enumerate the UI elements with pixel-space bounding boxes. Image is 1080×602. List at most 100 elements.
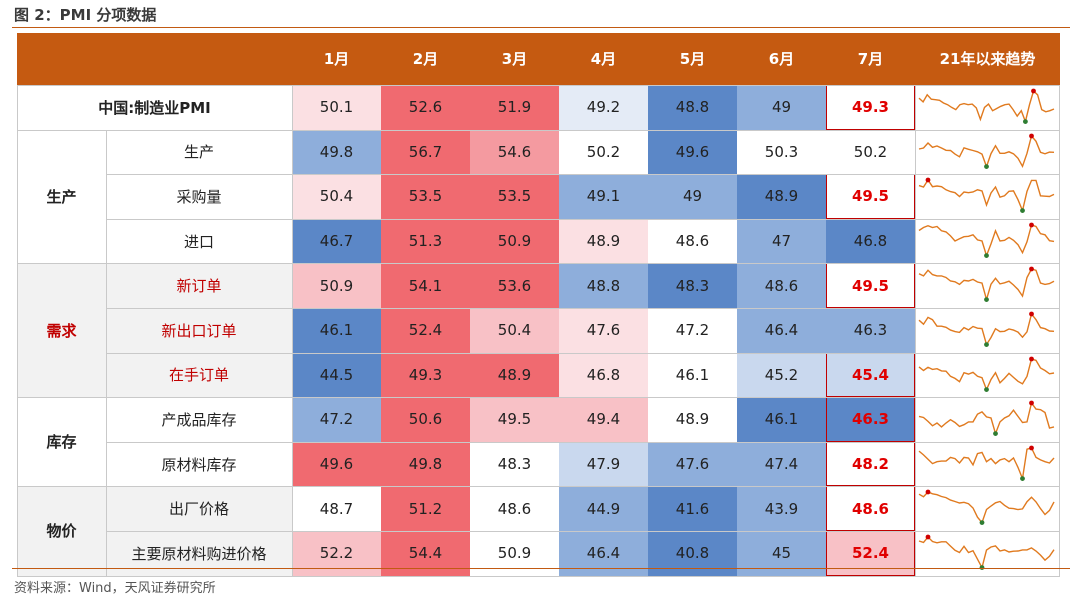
row-divider xyxy=(106,308,1060,309)
value-cell: 49.6 xyxy=(292,441,381,487)
sparkline-max-marker xyxy=(1029,400,1034,406)
value-cell: 48.9 xyxy=(559,218,648,264)
value-cell: 49.5 xyxy=(826,263,915,308)
row-label: 采购量 xyxy=(106,174,292,219)
sparkline-max-marker xyxy=(925,489,931,495)
row-label: 产成品库存 xyxy=(106,397,292,442)
sparkline-line xyxy=(918,89,1055,124)
row-divider xyxy=(106,352,1060,354)
value-cell: 46.8 xyxy=(826,218,915,264)
value-cell: 47.6 xyxy=(648,441,737,487)
sparkline-line xyxy=(918,268,1055,303)
sparkline-max-marker xyxy=(925,177,931,183)
value-cell: 46.7 xyxy=(292,218,381,264)
column-header: 21年以来趋势 xyxy=(939,50,1036,68)
value-cell: 52.4 xyxy=(381,308,470,353)
value-cell: 53.5 xyxy=(470,174,559,219)
sparkline-line xyxy=(918,357,1055,392)
value-cell: 49.8 xyxy=(381,441,470,487)
sparkline-max-marker xyxy=(1031,88,1036,94)
value-cell: 47.2 xyxy=(292,397,381,442)
value-cell: 46.3 xyxy=(826,397,915,442)
sparkline-line xyxy=(918,535,1055,570)
value-cell: 49.4 xyxy=(559,397,648,442)
value-cell: 46.4 xyxy=(737,308,826,353)
value-cell: 43.9 xyxy=(737,486,826,531)
column-divider xyxy=(106,129,107,576)
column-divider xyxy=(1059,85,1060,576)
value-cell: 53.6 xyxy=(470,263,559,308)
column-divider xyxy=(292,85,293,576)
sparkline-min-marker xyxy=(984,386,989,392)
value-cell: 45.4 xyxy=(826,352,915,398)
sparkline-min-marker xyxy=(993,431,998,437)
value-cell: 47.6 xyxy=(559,308,648,353)
trend-sparkline xyxy=(918,445,1055,482)
row-label: 在手订单 xyxy=(106,352,292,398)
row-divider xyxy=(17,85,1060,86)
sparkline-min-marker xyxy=(984,297,989,303)
row-label: 进口 xyxy=(106,218,292,264)
value-cell: 48.3 xyxy=(470,441,559,487)
sparkline-line xyxy=(918,134,1055,169)
column-header: 3月 xyxy=(501,50,528,68)
column-header: 7月 xyxy=(857,50,884,68)
value-cell: 49 xyxy=(648,174,737,219)
row-label: 新订单 xyxy=(106,263,292,308)
sparkline-max-marker xyxy=(1029,266,1034,272)
column-divider xyxy=(17,85,18,576)
trend-sparkline xyxy=(918,489,1055,526)
value-cell: 54.6 xyxy=(470,129,559,175)
row-divider xyxy=(17,263,1060,265)
value-cell: 46.1 xyxy=(648,352,737,398)
row-label: 原材料库存 xyxy=(106,441,292,487)
row-label: 出厂价格 xyxy=(106,486,292,531)
trend-sparkline xyxy=(918,356,1055,392)
value-cell: 49.1 xyxy=(559,174,648,219)
value-cell: 49.3 xyxy=(826,85,915,130)
value-cell: 46.3 xyxy=(826,308,915,353)
group-label: 生产 xyxy=(17,129,106,264)
group-label: 库存 xyxy=(17,397,106,487)
row-divider xyxy=(106,218,1060,220)
sparkline-line xyxy=(918,312,1055,347)
value-cell: 41.6 xyxy=(648,486,737,531)
value-cell: 54.1 xyxy=(381,263,470,308)
value-cell: 48.8 xyxy=(648,85,737,130)
value-cell: 49.8 xyxy=(292,129,381,175)
trend-sparkline xyxy=(918,133,1055,169)
value-cell: 50.1 xyxy=(292,85,381,130)
value-cell: 46.1 xyxy=(737,397,826,442)
value-cell: 44.5 xyxy=(292,352,381,398)
value-cell: 48.6 xyxy=(648,218,737,264)
sparkline-min-marker xyxy=(1020,208,1025,214)
value-cell: 45.2 xyxy=(737,352,826,398)
value-cell: 48.3 xyxy=(648,263,737,308)
value-cell: 51.2 xyxy=(381,486,470,531)
value-cell: 47.2 xyxy=(648,308,737,353)
sparkline-min-marker xyxy=(984,252,989,258)
value-cell: 56.7 xyxy=(381,129,470,175)
sparkline-line xyxy=(918,446,1055,482)
value-cell: 48.9 xyxy=(648,397,737,442)
figure-title: 图 2：PMI 分项数据 xyxy=(14,6,157,24)
value-cell: 46.8 xyxy=(559,352,648,398)
value-cell: 48.7 xyxy=(292,486,381,531)
sparkline-min-marker xyxy=(1020,475,1025,481)
row-divider xyxy=(17,129,1060,131)
value-cell: 48.2 xyxy=(826,441,915,487)
value-cell: 48.9 xyxy=(470,352,559,398)
value-cell: 44.9 xyxy=(559,486,648,531)
value-cell: 50.2 xyxy=(826,129,915,175)
sparkline-max-marker xyxy=(1029,445,1034,451)
column-header: 4月 xyxy=(590,50,617,68)
value-cell: 50.4 xyxy=(292,174,381,219)
trend-sparkline xyxy=(918,400,1055,437)
row-divider xyxy=(106,441,1060,443)
value-cell: 49 xyxy=(737,85,826,130)
value-cell: 49.6 xyxy=(648,129,737,175)
sparkline-min-marker xyxy=(984,163,989,169)
sparkline-min-marker xyxy=(984,342,989,347)
group-label: 物价 xyxy=(17,486,106,576)
value-cell: 51.3 xyxy=(381,218,470,264)
